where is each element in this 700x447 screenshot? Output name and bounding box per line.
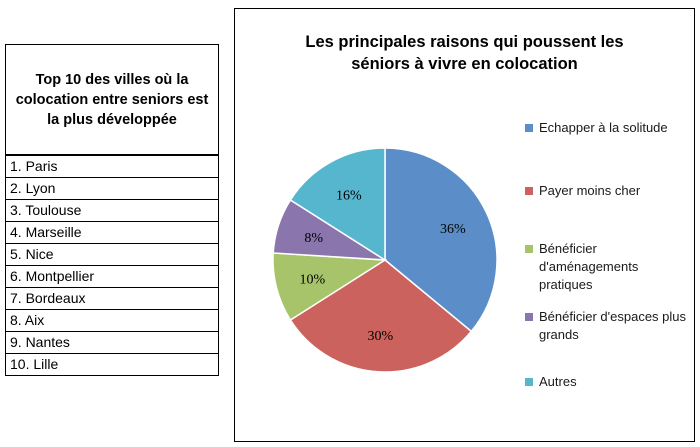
pie-slice-1 — [289, 259, 473, 373]
pie-slice-4 — [289, 147, 386, 262]
pie-data-label: 8% — [304, 231, 323, 246]
pie-chart: 36% 30% 10% 8% 16% — [272, 147, 498, 373]
legend-label: Payer moins cher — [539, 183, 641, 198]
legend-item: Echapper à la solitude — [525, 119, 690, 137]
legend-item: Autres — [525, 373, 690, 391]
legend-swatch — [525, 313, 533, 321]
pie-data-label: 16% — [336, 188, 362, 203]
legend-swatch — [525, 124, 533, 132]
legend-label: Bénéficier d'aménagements pratiques — [539, 241, 639, 292]
table-row: 1. Paris — [6, 155, 218, 177]
pie-data-label: 10% — [300, 273, 326, 288]
table-row: 7. Bordeaux — [6, 287, 218, 309]
legend-label: Bénéficier d'espaces plus grands — [539, 309, 687, 342]
legend-swatch — [525, 378, 533, 386]
table-row: 10. Lille — [6, 353, 218, 375]
pie-slice-0 — [384, 147, 498, 333]
legend-item: Bénéficier d'aménagements pratiques — [525, 240, 690, 294]
legend-swatch — [525, 245, 533, 253]
pie-data-label: 30% — [367, 329, 393, 344]
legend-label: Autres — [539, 374, 577, 389]
legend-swatch — [525, 187, 533, 195]
legend-item: Payer moins cher — [525, 182, 690, 200]
table-row: 6. Montpellier — [6, 265, 218, 287]
table-row: 3. Toulouse — [6, 199, 218, 221]
table-row: 8. Aix — [6, 309, 218, 331]
table-row: 4. Marseille — [6, 221, 218, 243]
table-row: 9. Nantes — [6, 331, 218, 353]
table-row: 5. Nice — [6, 243, 218, 265]
legend-item: Bénéficier d'espaces plus grands — [525, 308, 690, 344]
chart-title: Les principales raisons qui poussent les… — [305, 33, 624, 73]
pie-chart-panel: Les principales raisons qui poussent les… — [234, 8, 695, 442]
table-title: Top 10 des villes où la colocation entre… — [6, 45, 218, 155]
cities-table: Top 10 des villes où la colocation entre… — [5, 44, 219, 376]
table-row: 2. Lyon — [6, 177, 218, 199]
legend-label: Echapper à la solitude — [539, 120, 668, 135]
pie-data-label: 36% — [440, 222, 466, 237]
